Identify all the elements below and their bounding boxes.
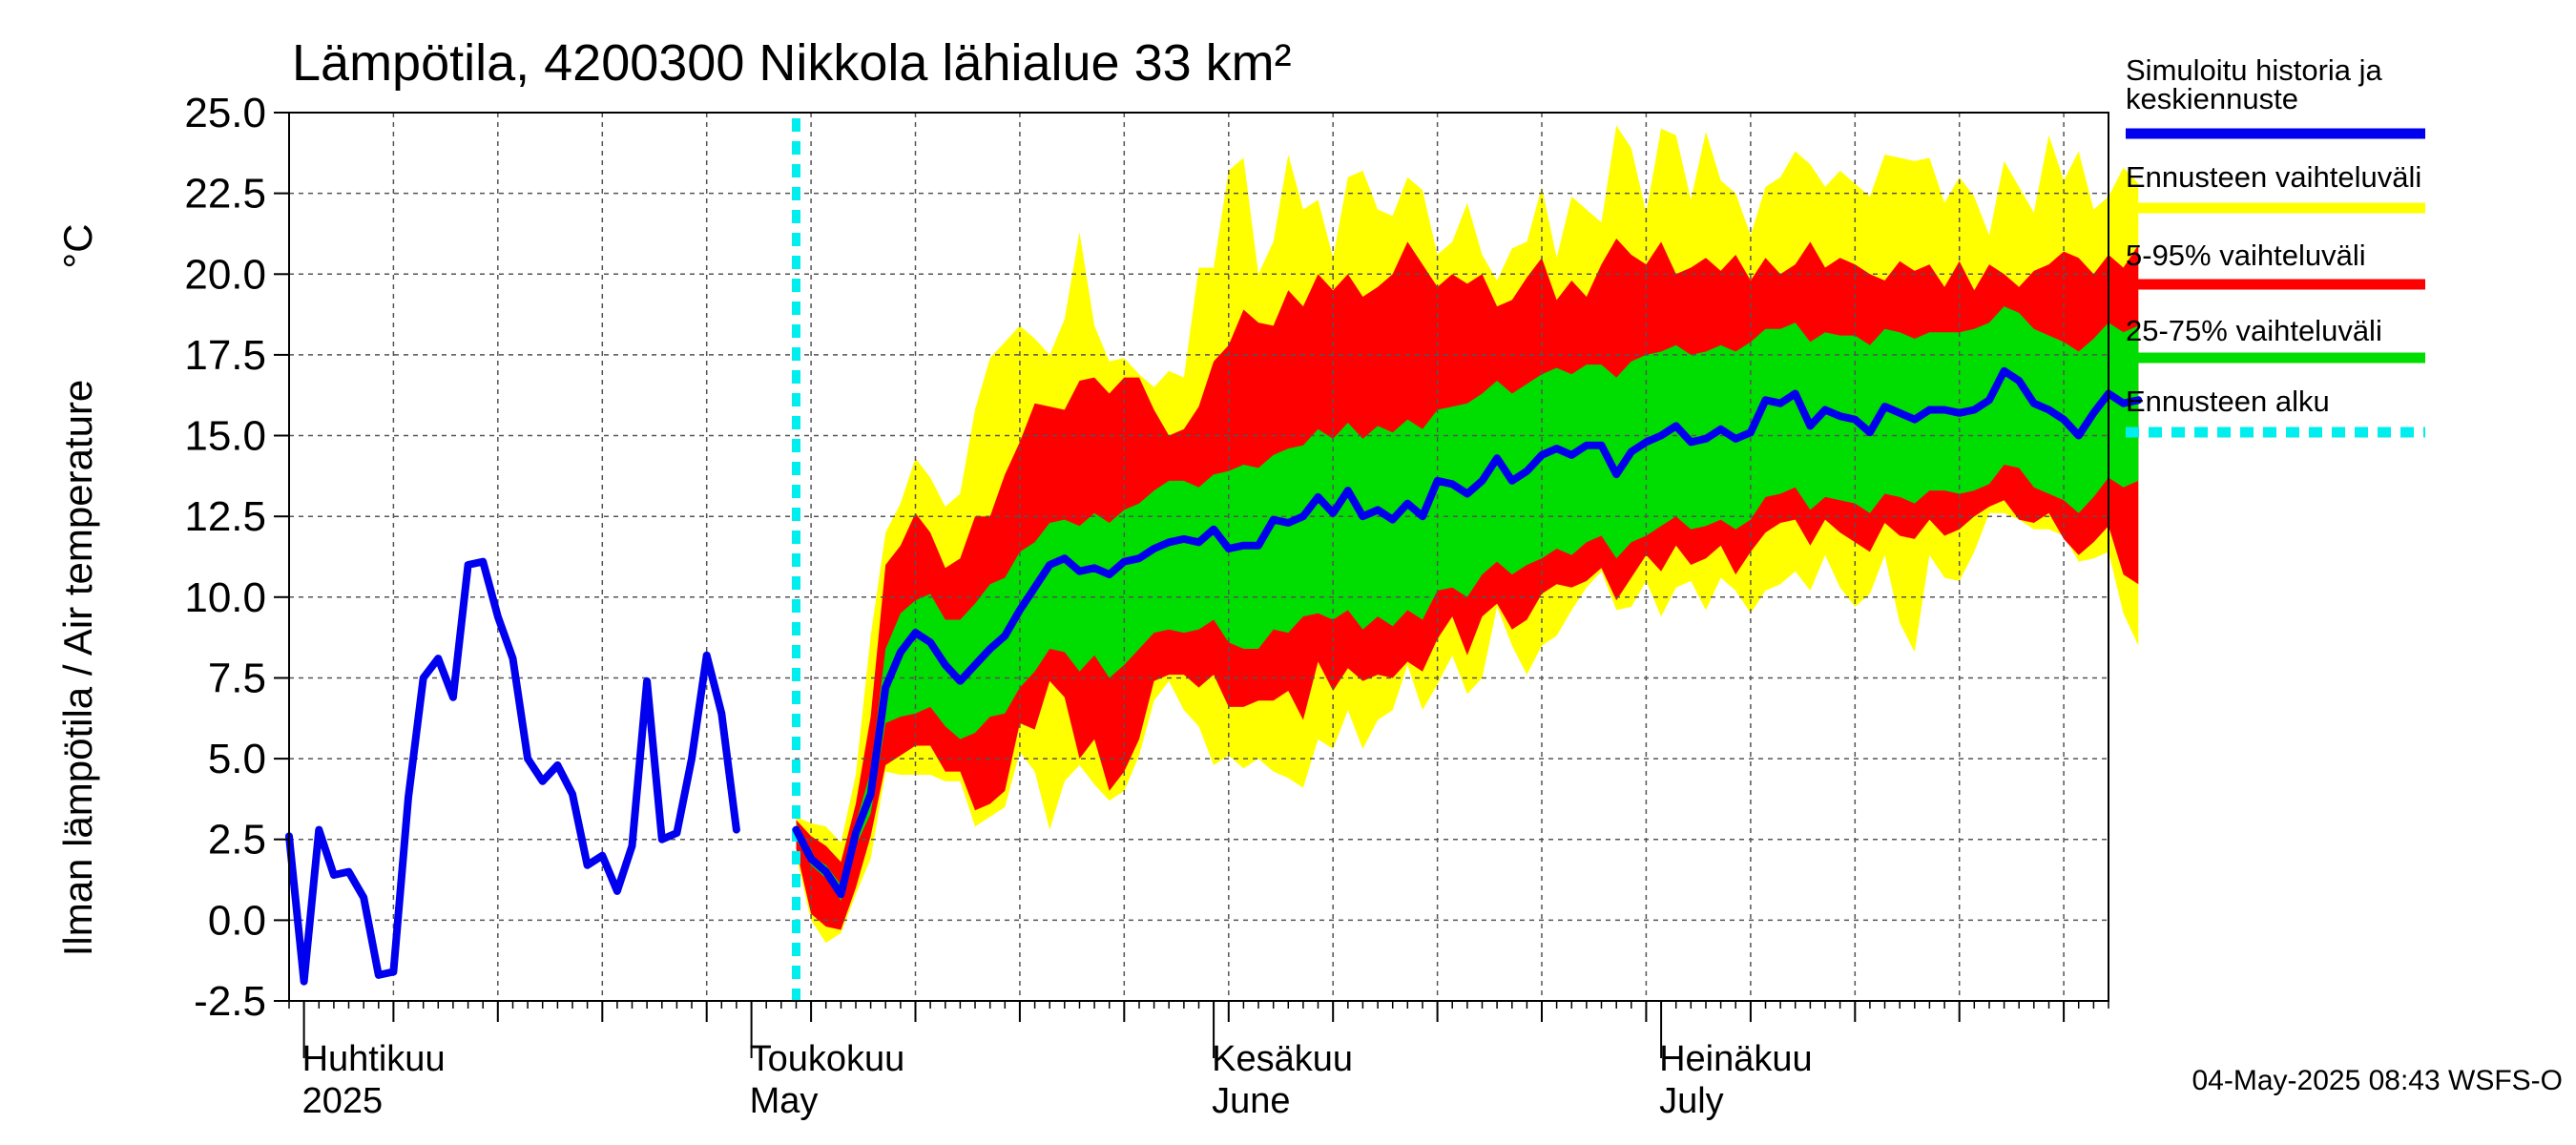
month-label-en: May [750,1081,819,1121]
chart-lines [285,118,2143,1001]
footer-timestamp: 04-May-2025 08:43 WSFS-O [2192,1065,2564,1096]
y-tick-label: 17.5 [184,332,266,379]
y-tick-label: 2.5 [208,817,266,864]
y-tick-label: 5.0 [208,736,266,782]
y-tick-label: 7.5 [208,656,266,702]
chart-title: Lämpötila, 4200300 Nikkola lähialue 33 k… [292,34,1292,92]
month-label-en: June [1212,1081,1290,1121]
y-tick-label: 10.0 [184,574,266,621]
month-label-en: July [1659,1081,1724,1121]
month-label-fi: Heinäkuu [1659,1039,1813,1079]
chart-grid [289,113,2109,1001]
median-forecast-line [792,366,2143,899]
month-label-fi: Kesäkuu [1212,1039,1353,1079]
forecast-bands [796,125,2139,944]
band-25-75 [796,306,2139,902]
legend-label: Simuloitu historia ja [2126,53,2383,87]
y-tick-label: 15.0 [184,413,266,460]
y-axis-ticks: 25.0 22.5 20.0 17.5 15.0 12.5 10.0 7.5 5.0 2.5 0.0… [184,90,289,1025]
y-axis-unit: °C [55,223,100,268]
y-tick-label: 22.5 [184,171,266,218]
month-label-fi: Toukokuu [750,1039,905,1079]
legend-label: Ennusteen vaihteluväli [2126,160,2421,194]
month-label-fi: Huhtikuu [302,1039,446,1079]
legend-label: 5-95% vaihteluväli [2126,239,2366,272]
y-tick-label: 20.0 [184,251,266,298]
y-tick-label: 12.5 [184,493,266,540]
y-tick-label: 25.0 [184,90,266,136]
y-axis-label: Ilman lämpötila / Air temperature [55,380,100,957]
month-label-en: 2025 [302,1081,384,1121]
history-line [285,557,740,986]
legend-label: 25-75% vaihteluväli [2126,314,2382,347]
legend-label-line2: keskiennuste [2126,82,2298,115]
y-tick-label: -2.5 [194,978,266,1025]
y-tick-label: 0.0 [208,897,266,944]
legend-label: Ennusteen alku [2126,385,2330,418]
